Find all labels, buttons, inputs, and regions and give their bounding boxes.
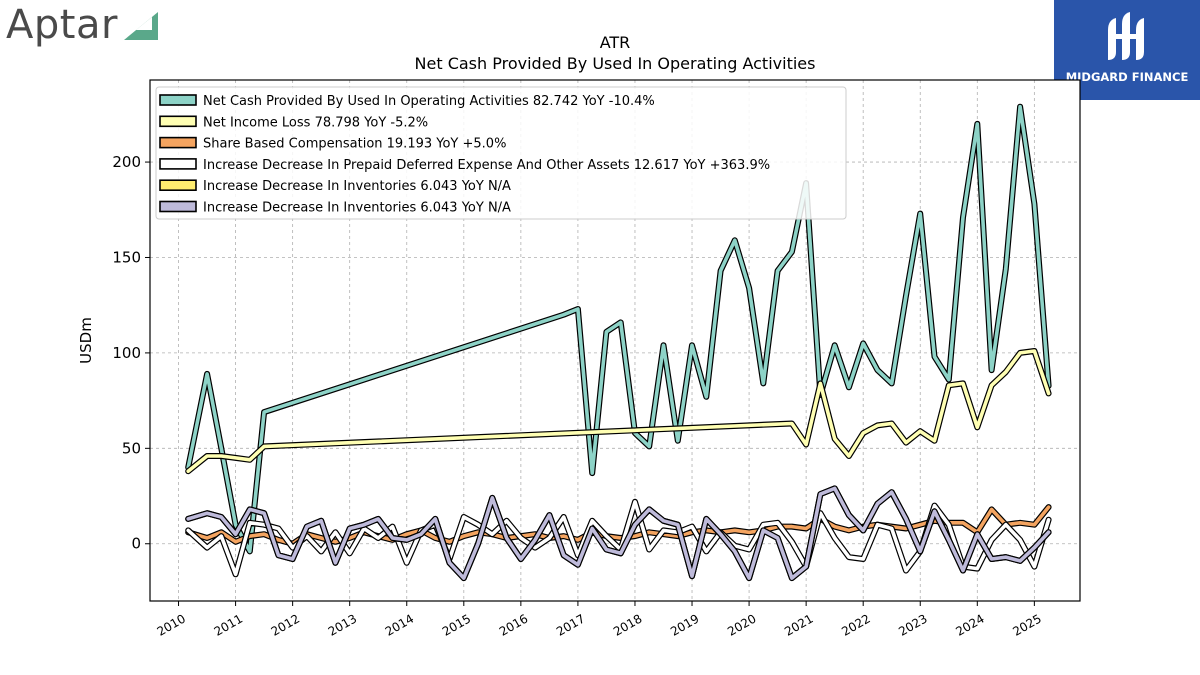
y-tick-label: 100 bbox=[112, 344, 141, 362]
series-lines bbox=[185, 103, 1052, 582]
legend-swatch bbox=[159, 200, 197, 213]
y-tick-label: 50 bbox=[122, 439, 141, 457]
legend-label: Net Income Loss 78.798 YoY -5.2% bbox=[203, 115, 428, 130]
chart-title: ATR bbox=[599, 33, 631, 52]
x-tick-label: 2020 bbox=[725, 611, 758, 638]
midgard-m-icon bbox=[1108, 12, 1144, 60]
legend-swatch bbox=[159, 179, 197, 191]
y-tick-label: 200 bbox=[112, 153, 141, 171]
legend-label: Increase Decrease In Inventories 6.043 Y… bbox=[203, 201, 511, 216]
aptar-logo-text: Aptar bbox=[6, 2, 118, 48]
series-line-3 bbox=[186, 505, 1051, 546]
chart-subtitle: Net Cash Provided By Used In Operating A… bbox=[414, 54, 816, 73]
x-tick-label: 2025 bbox=[1010, 611, 1043, 638]
legend-swatch bbox=[159, 115, 197, 128]
x-tick-label: 2018 bbox=[611, 611, 644, 638]
x-tick-label: 2023 bbox=[896, 611, 929, 638]
x-tick-label: 2022 bbox=[839, 611, 872, 638]
x-tick-label: 2017 bbox=[554, 611, 587, 638]
y-axis: 0 50 100 150 200 USDm bbox=[77, 153, 150, 553]
x-tick-label: 2014 bbox=[383, 611, 416, 638]
x-tick-label: 2012 bbox=[269, 611, 302, 638]
aptar-logo: Aptar bbox=[6, 2, 166, 52]
y-tick-label: 150 bbox=[112, 248, 141, 266]
x-tick-label: 2021 bbox=[782, 611, 815, 638]
x-tick-label: 2019 bbox=[668, 611, 701, 638]
legend-swatch bbox=[159, 136, 197, 149]
midgard-finance-logo-text: MIDGARD FINANCE bbox=[1065, 70, 1189, 84]
x-tick-label: 2010 bbox=[155, 611, 188, 638]
legend-label: Increase Decrease In Prepaid Deferred Ex… bbox=[203, 158, 770, 173]
legend: Net Cash Provided By Used In Operating A… bbox=[155, 86, 847, 220]
legend-label: Share Based Compensation 19.193 YoY +5.0… bbox=[203, 137, 506, 152]
x-tick-label: 2011 bbox=[212, 611, 245, 638]
series-line-2 bbox=[186, 349, 1051, 474]
chart-title-block: ATR Net Cash Provided By Used In Operati… bbox=[150, 32, 1080, 74]
y-tick-label: 0 bbox=[131, 535, 141, 553]
legend-swatch bbox=[159, 94, 197, 106]
legend-box bbox=[155, 86, 847, 220]
x-tick-label: 2015 bbox=[440, 611, 473, 638]
series-line-6 bbox=[186, 486, 1051, 580]
x-tick-label: 2024 bbox=[953, 611, 986, 638]
y-axis-label: USDm bbox=[77, 317, 95, 364]
x-tick-label: 2013 bbox=[326, 611, 359, 638]
x-axis: 2010 2011 2012 2013 2014 2015 2016 2017 2018 2019… bbox=[155, 601, 1044, 639]
aptar-leaf-icon bbox=[124, 12, 158, 40]
legend-label: Net Cash Provided By Used In Operating A… bbox=[203, 94, 655, 109]
plot-frame bbox=[149, 79, 1081, 602]
series-line-1 bbox=[186, 104, 1051, 554]
x-tick-label: 2016 bbox=[497, 611, 530, 638]
legend-label: Increase Decrease In Inventories 6.043 Y… bbox=[203, 179, 511, 194]
legend-swatch bbox=[159, 158, 197, 170]
